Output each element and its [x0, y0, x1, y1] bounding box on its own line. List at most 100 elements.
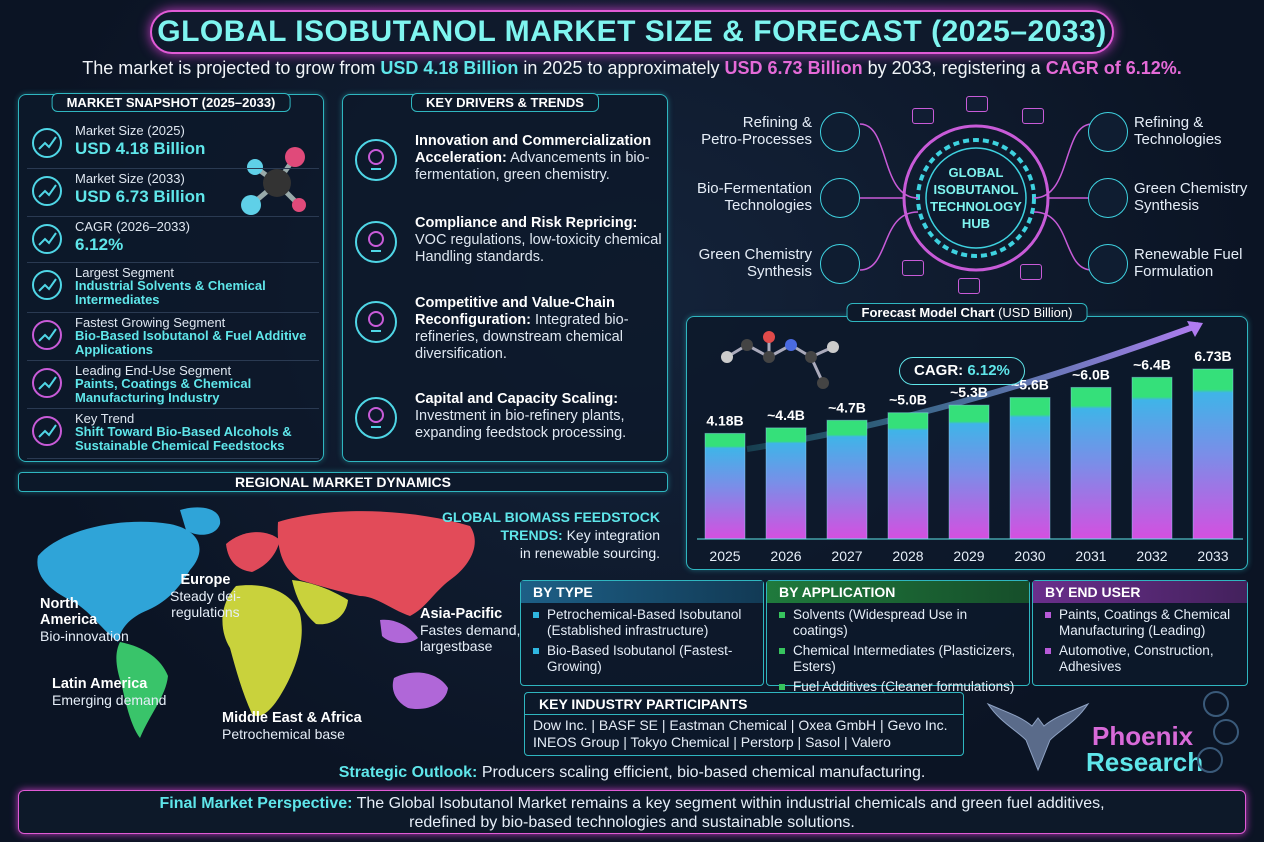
hub-label-line: Synthesis: [1134, 197, 1200, 214]
hub-label-line: Bio-Fermentation: [696, 180, 812, 197]
cagr-badge: CAGR: 6.12%: [899, 357, 1025, 385]
region-label: Latin America Emerging demand: [52, 676, 166, 708]
hub-left-label: Refining & Petro-Processes: [680, 114, 812, 148]
hub-label-line: Refining &: [742, 114, 812, 131]
x-tick-label: 2029: [953, 548, 984, 564]
key-participants-title: KEY INDUSTRY PARTICIPANTS: [525, 693, 963, 715]
region-label: Asia-Pacific Fastes demand, largestbase: [420, 606, 520, 654]
hub-graphic: [859, 123, 1093, 272]
subtitle-value-2025: USD 4.18 Billion: [380, 58, 519, 78]
segment-item: Automotive, Construction, Adhesives: [1045, 643, 1241, 675]
network-icon: [353, 299, 399, 345]
hub-center-line: HUB: [961, 216, 991, 231]
logo-text: Phoenix: [1092, 721, 1194, 751]
region-name: Middle East & Africa: [222, 710, 362, 726]
region-label: Middle East & Africa Petrochemical base: [222, 710, 362, 742]
region-name: Latin America: [52, 676, 148, 692]
latin-america-shape: [116, 642, 168, 738]
bar-2026: [765, 427, 807, 540]
driver-text: Compliance and Risk Repricing: VOC regul…: [415, 215, 665, 266]
driver-body: Integrated bio-refineries, downstream ch…: [415, 312, 629, 362]
regional-dynamics-panel: REGIONAL MARKET DYNAMICS: [18, 472, 668, 492]
hub-label-line: Renewable Fuel: [1134, 246, 1243, 263]
by-application-panel: BY APPLICATION Solvents (Widespread Use …: [766, 580, 1030, 694]
driver-heading: Competitive and Value-Chain Reconfigurat…: [415, 295, 615, 328]
region-desc: Petrochemical base: [222, 726, 345, 742]
by-type-panel: BY TYPE Petrochemical-Based Isobutanol (…: [520, 580, 764, 686]
hub-process-icon: [820, 244, 860, 284]
x-tick-label: 2031: [1075, 548, 1106, 564]
technology-hub: GLOBAL ISOBUTANOL TECHNOLOGY HUB Refining &…: [680, 94, 1264, 304]
hub-center-line: ISOBUTANOL: [933, 182, 1019, 197]
snapshot-label: Key Trend: [75, 411, 135, 426]
feedstock-heading: GLOBAL BIOMASS FEEDSTOCK: [441, 509, 660, 525]
outlook-text: Producers scaling efficient, bio-based c…: [477, 764, 926, 781]
subtitle-text: in 2025 to approximately: [518, 58, 725, 78]
driver-item: Compliance and Risk Repricing: VOC regul…: [353, 215, 663, 287]
snapshot-label: Leading End-Use Segment: [75, 363, 232, 378]
hub-left-label: Bio-Fermentation Technologies: [680, 180, 812, 214]
region-name: America: [40, 612, 98, 628]
bar-data-label: ~5.0B: [889, 392, 927, 408]
subtitle-value-2033: USD 6.73 Billion: [724, 58, 863, 78]
hub-center-line: GLOBAL: [948, 165, 1004, 180]
bar-2033: [1192, 368, 1234, 540]
lightbulb-icon: [353, 137, 399, 183]
hub-label-line: Green Chemistry: [1134, 180, 1248, 197]
region-name: North: [40, 596, 79, 612]
hub-right-label: Renewable Fuel Formulation: [1134, 246, 1262, 280]
market-snapshot-title: MARKET SNAPSHOT (2025–2033): [51, 93, 291, 112]
final-text: redefined by bio-based technologies and …: [409, 814, 855, 831]
key-drivers-title: KEY DRIVERS & TRENDS: [411, 93, 599, 112]
x-tick-label: 2030: [1014, 548, 1045, 564]
snapshot-row: Key Trend Shift Toward Bio-Based Alcohols…: [27, 409, 319, 459]
hub-process-icon: [820, 112, 860, 152]
chart-title-unit: (USD Billion): [998, 305, 1073, 320]
globe-icon: [29, 267, 65, 303]
driver-text: Innovation and Commercialization Acceler…: [415, 133, 665, 184]
phoenix-logo-icon: [986, 702, 1090, 772]
snapshot-label: CAGR (2026–2033): [75, 219, 190, 234]
final-heading: Final Market Perspective:: [159, 795, 353, 812]
snapshot-label: Fastest Growing Segment: [75, 315, 226, 330]
region-desc: Fastes demand,: [420, 622, 521, 638]
key-participants-panel: KEY INDUSTRY PARTICIPANTS Dow Inc. | BAS…: [524, 692, 964, 756]
regional-title: REGIONAL MARKET DYNAMICS: [235, 474, 451, 490]
hub-process-icon: [1088, 112, 1128, 152]
middle-east-shape: [292, 580, 348, 625]
hub-label-line: Technologies: [724, 197, 812, 214]
driver-text: Competitive and Value-Chain Reconfigurat…: [415, 295, 665, 363]
subtitle-text: The market is projected to grow from: [82, 58, 381, 78]
clipboard-icon: [353, 219, 399, 265]
by-end-user-panel: BY END USER Paints, Coatings & Chemical …: [1032, 580, 1248, 686]
tablet-icon: [912, 108, 934, 124]
bar-data-label: ~4.4B: [767, 407, 805, 423]
participants-line: INEOS Group | Tokyo Chemical | Perstorp …: [533, 734, 891, 750]
hub-left-label: Green Chemistry Synthesis: [680, 246, 812, 280]
driver-body: Advancements in bio-fermentation, green …: [415, 150, 650, 183]
feedstock-heading: TRENDS:: [500, 527, 563, 543]
hub-label-line: Synthesis: [746, 263, 812, 280]
hub-label-line: Green Chemistry: [698, 246, 812, 263]
snapshot-label: Largest Segment: [75, 265, 175, 280]
snapshot-value: 6.12%: [75, 235, 124, 254]
subtitle-cagr: CAGR of 6.12%.: [1045, 58, 1182, 78]
key-drivers-panel: KEY DRIVERS & TRENDS Innovation and Comm…: [342, 93, 668, 463]
by-end-user-title: BY END USER: [1033, 581, 1247, 603]
chip-icon: [29, 413, 65, 449]
snapshot-row: Fastest Growing Segment Bio-Based Isobuta…: [27, 313, 319, 361]
bar-2030: [1009, 397, 1051, 540]
hub-process-icon: [1088, 244, 1128, 284]
region-desc: regulations: [171, 604, 240, 620]
snapshot-value: USD 4.18 Billion: [75, 139, 206, 158]
server-icon: [1020, 264, 1042, 280]
bar-2025: [704, 432, 746, 540]
feedstock-text: Key integration: [562, 527, 660, 543]
by-type-title: BY TYPE: [521, 581, 763, 603]
hub-right-label: Green Chemistry Synthesis: [1134, 180, 1262, 214]
x-tick-label: 2028: [892, 548, 923, 564]
driver-text: Capital and Capacity Scaling: Investment…: [415, 391, 665, 442]
driver-item: Capital and Capacity Scaling: Investment…: [353, 391, 663, 463]
snapshot-row: CAGR (2026–2033) 6.12%: [27, 217, 319, 263]
world-map: [37, 507, 475, 738]
